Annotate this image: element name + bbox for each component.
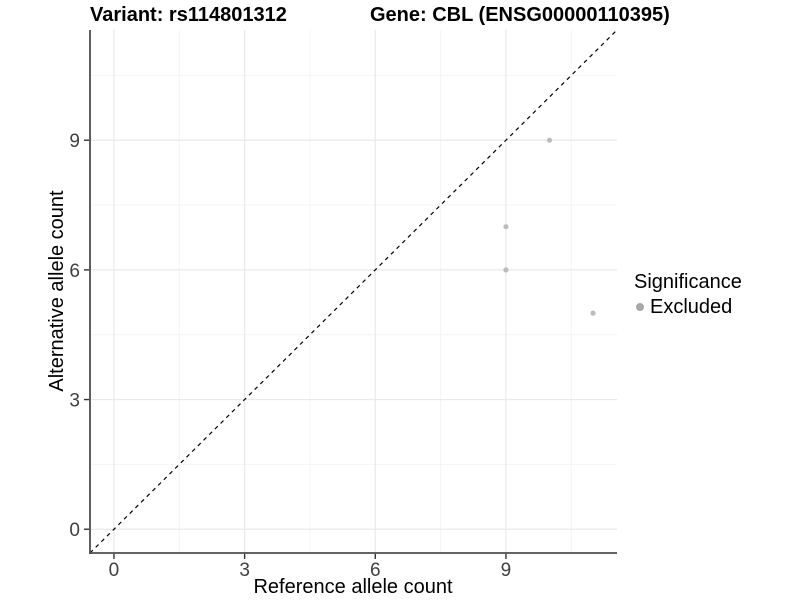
legend-item-label: Excluded <box>650 296 733 318</box>
y-tick-label: 6 <box>69 261 80 282</box>
plot-title-gene: Gene: CBL (ENSG00000110395) <box>370 4 670 26</box>
x-tick-label: 9 <box>501 560 512 581</box>
x-tick-label: 3 <box>239 560 250 581</box>
data-point <box>503 224 509 230</box>
legend-title: Significance <box>634 271 742 293</box>
legend-item-excluded: Excluded <box>634 296 742 318</box>
x-tick-label: 0 <box>109 560 120 581</box>
excluded-point-icon <box>636 303 644 311</box>
plot-title-variant: Variant: rs114801312 <box>90 4 287 26</box>
y-axis-title: Alternative allele count <box>46 190 68 392</box>
data-point <box>546 137 553 143</box>
y-tick-label: 9 <box>69 131 80 152</box>
y-tick-label: 0 <box>69 520 80 541</box>
identity-line <box>89 29 618 554</box>
data-point <box>590 310 596 316</box>
y-tick-label: 3 <box>69 391 80 412</box>
x-tick-label: 6 <box>370 560 381 581</box>
data-point <box>503 267 509 273</box>
x-axis-title: Reference allele count <box>253 576 453 598</box>
legend: Significance Excluded <box>634 272 742 318</box>
